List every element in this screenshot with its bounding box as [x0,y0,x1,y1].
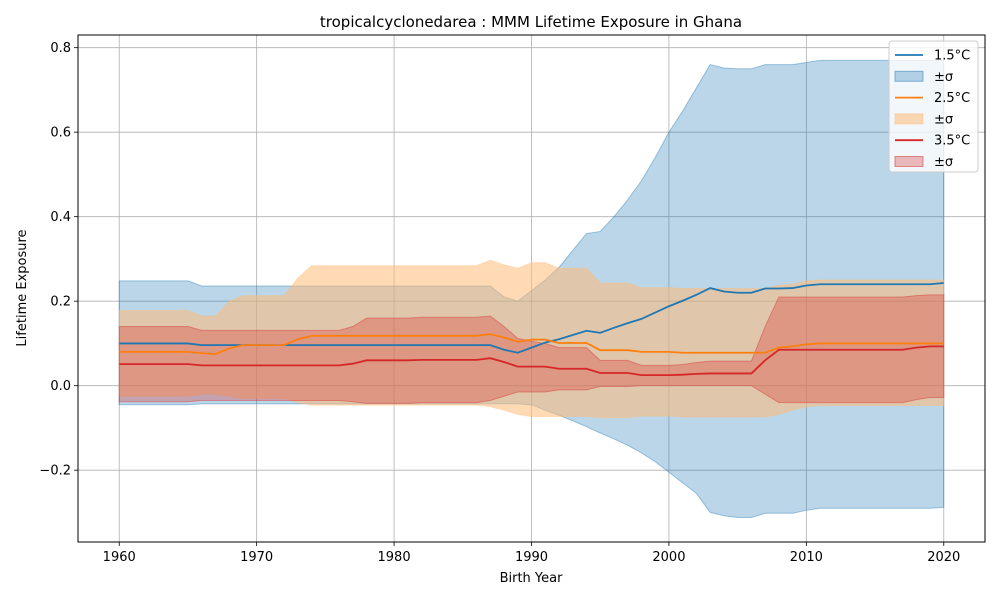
legend-label: 1.5°C [934,49,970,64]
y-tick-label: 0.2 [50,295,71,310]
line-series-2 [119,345,944,377]
legend-label: 3.5°C [934,134,970,149]
x-tick-label: 2000 [652,550,685,565]
x-axis-label: Birth Year [500,571,564,586]
y-tick-label: 0.4 [50,210,71,225]
legend-band-label: ±σ [934,70,953,85]
x-tick-label: 2010 [790,550,823,565]
legend-band-label: ±σ [934,155,953,170]
chart-title: tropicalcyclonedarea : MMM Lifetime Expo… [320,13,742,31]
band-series-2 [118,294,945,404]
y-tick-label: 0.0 [50,379,71,394]
y-tick-label: −0.2 [39,464,71,479]
line-series-1 [119,333,944,355]
x-tick-label: 1980 [378,550,411,565]
legend-band-swatch [894,70,924,82]
x-axis-ticks: 1960 1970 1980 1990 2000 2010 2020 [103,542,960,565]
y-axis-label: Lifetime Exposure [15,229,30,346]
legend-frame [888,40,979,173]
legend-band-swatch [894,113,924,125]
mean-lines [119,282,944,377]
legend-band-label: ±σ [934,112,953,127]
x-tick-label: 1970 [240,550,273,565]
x-tick-label: 2020 [927,550,960,565]
y-axis-ticks: −0.2 0.0 0.2 0.4 0.6 0.8 [39,41,78,479]
y-tick-label: 0.8 [50,41,71,56]
y-tick-label: 0.6 [50,126,71,141]
legend: 1.5°C ±σ 2.5°C ±σ 3.5°C ±σ [888,40,979,173]
legend-band-swatch [894,156,924,167]
legend-label: 2.5°C [934,91,970,106]
x-tick-label: 1990 [515,550,548,565]
x-tick-label: 1960 [103,550,136,565]
